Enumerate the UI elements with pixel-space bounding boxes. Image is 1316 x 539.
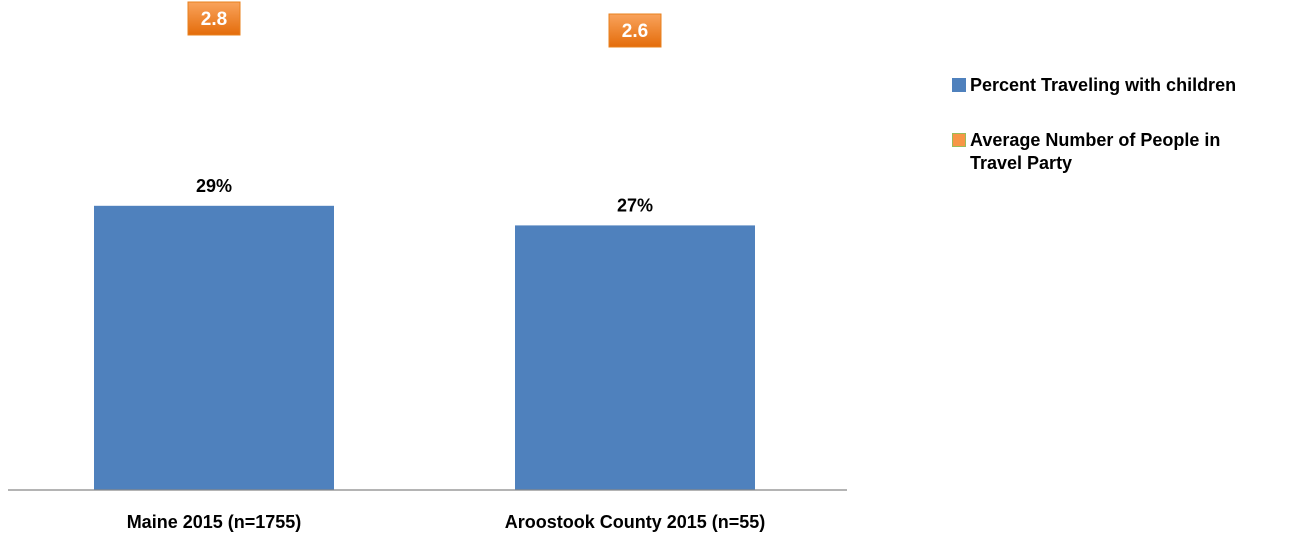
bar-value-label: 29% xyxy=(196,176,232,196)
legend-label: Percent Traveling with children xyxy=(970,75,1237,95)
bar-2 xyxy=(515,225,755,490)
secondary-value-box xyxy=(608,13,662,48)
category-label: Aroostook County 2015 (n=55) xyxy=(505,512,766,532)
legend-item-percent-children: Percent Traveling with children xyxy=(952,74,1316,97)
bar-chart: 29% 27% 2.8 2.6 Maine 2015 (n=1755) Aroosto… xyxy=(8,1,847,532)
legend-label: Average Number of People in Travel Party xyxy=(970,130,1221,173)
legend-item-avg-party-size: Average Number of People in Travel Party xyxy=(952,129,1316,175)
legend-swatch-orange xyxy=(952,133,966,147)
bar-1 xyxy=(94,205,334,491)
secondary-value-box xyxy=(187,1,241,36)
secondary-value-label: 2.8 xyxy=(201,9,227,30)
bar-value-label: 27% xyxy=(617,195,653,215)
secondary-value-label: 2.6 xyxy=(622,21,648,42)
legend-swatch-blue xyxy=(952,78,966,92)
legend: Percent Traveling with children Average … xyxy=(952,74,1316,207)
category-label: Maine 2015 (n=1755) xyxy=(127,512,302,532)
